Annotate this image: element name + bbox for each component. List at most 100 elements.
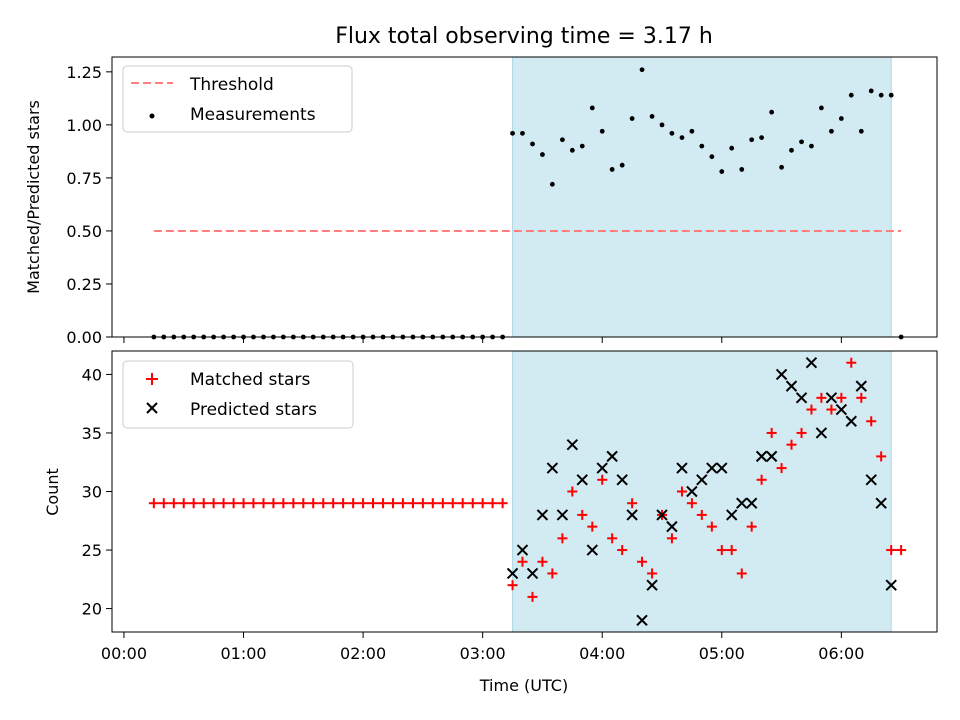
matched-star-point [378, 498, 389, 509]
predicted-star-point [516, 544, 529, 556]
x-tick-label: 02:00 [340, 644, 386, 663]
matched-star-point [866, 416, 877, 427]
matched-star-point [856, 392, 867, 403]
predicted-star-stroke-b [576, 474, 588, 486]
bottom-y-axis-label: Count [43, 468, 62, 516]
matched-star-point [208, 498, 219, 509]
predicted-star-point [855, 380, 868, 392]
predicted-star-point [596, 462, 608, 474]
measurement-point [719, 169, 725, 174]
predicted-star-stroke-b [606, 450, 618, 463]
x-tick-label: 05:00 [699, 644, 745, 663]
measurement-point [848, 92, 854, 98]
predicted-star-stroke-b [845, 415, 857, 427]
matched-star-point [517, 556, 528, 567]
predicted-star-stroke-b [556, 509, 569, 521]
predicted-star-point [626, 509, 638, 521]
measurements-legend-marker [149, 113, 155, 119]
predicted-star-point [706, 462, 718, 474]
predicted-star-stroke-b [536, 509, 549, 521]
measurement-point [888, 92, 894, 98]
matched-star-point [696, 509, 707, 520]
top-ytick-label: 0.25 [66, 275, 102, 294]
predicted-star-stroke-b [865, 474, 877, 486]
top-ytick-label: 0.00 [66, 328, 102, 347]
measurement-point [868, 88, 874, 94]
matched-star-point [716, 545, 727, 556]
predicted-legend-label: Predicted stars [190, 400, 317, 420]
matched-star-point [557, 533, 568, 544]
measurement-point [809, 143, 814, 149]
predicted-star-point [775, 368, 788, 381]
predicted-star-stroke-b [566, 438, 579, 451]
matched-star-point [806, 404, 817, 415]
matched-star-point [178, 498, 189, 509]
predicted-star-stroke-b [795, 392, 808, 404]
predicted-star-point [606, 450, 618, 463]
matched-star-point [826, 404, 837, 415]
matched-star-point [338, 498, 349, 509]
matched-star-point [298, 498, 309, 509]
measurement-point [878, 92, 884, 98]
measurement-point [510, 130, 515, 136]
x-tick-label: 03:00 [460, 644, 506, 663]
top-observing-interval [512, 56, 892, 338]
predicted-star-stroke-b [785, 380, 798, 392]
predicted-star-point [686, 485, 698, 498]
top-ytick-label: 0.75 [66, 169, 102, 188]
predicted-star-point [815, 427, 828, 439]
matched-star-point [896, 545, 907, 556]
predicted-star-point [716, 462, 728, 474]
matched-star-point [676, 486, 687, 497]
predicted-star-point [676, 462, 688, 474]
top-legend: Threshold Measurements [122, 65, 353, 133]
top-ytick-label: 1.00 [66, 116, 102, 135]
matched-star-point [348, 498, 359, 509]
predicted-star-stroke-b [775, 368, 788, 381]
measurement-point [699, 143, 705, 149]
matched-star-point [278, 498, 289, 509]
matched-star-point [308, 498, 319, 509]
matched-star-point [796, 427, 807, 438]
x-tick-label: 06:00 [818, 644, 864, 663]
predicted-star-point [765, 450, 778, 463]
chart-title: Flux total observing time = 3.17 h [335, 24, 713, 49]
matched-star-point [786, 439, 797, 450]
predicted-star-point [736, 497, 748, 509]
threshold-legend-label: Threshold [189, 75, 274, 95]
predicted-star-point [556, 509, 569, 521]
measurement-point [520, 130, 525, 136]
matched-star-point [537, 556, 548, 567]
measurement-point [540, 152, 545, 157]
matched-star-point [218, 498, 229, 509]
matched-star-point [726, 545, 737, 556]
measurement-point [818, 105, 824, 111]
matched-star-point [228, 498, 239, 509]
predicted-star-point [755, 450, 768, 463]
predicted-star-point [576, 474, 588, 486]
matched-star-point [547, 568, 558, 579]
matched-star-point [477, 498, 488, 509]
predicted-star-stroke-b [825, 392, 838, 404]
matched-star-point [846, 357, 857, 368]
measurement-point [569, 147, 575, 153]
predicted-star-stroke-b [586, 544, 599, 556]
matched-star-point [756, 474, 767, 485]
measurement-point [858, 128, 864, 134]
matched-star-point [387, 498, 398, 509]
matched-star-point [288, 498, 299, 509]
measurement-point [759, 135, 764, 141]
predicted-star-stroke-b [725, 509, 738, 521]
measurement-point [789, 147, 794, 153]
predicted-star-point [795, 392, 808, 404]
matched-star-point [148, 498, 159, 509]
matched-star-point [627, 498, 638, 509]
predicted-star-stroke-b [636, 614, 648, 626]
matched-star-point [637, 556, 648, 567]
matched-star-point [776, 463, 787, 474]
matched-star-point [417, 498, 428, 509]
matched-star-point [248, 498, 259, 509]
x-tick-label: 01:00 [220, 644, 266, 663]
measurement-point [769, 109, 775, 115]
